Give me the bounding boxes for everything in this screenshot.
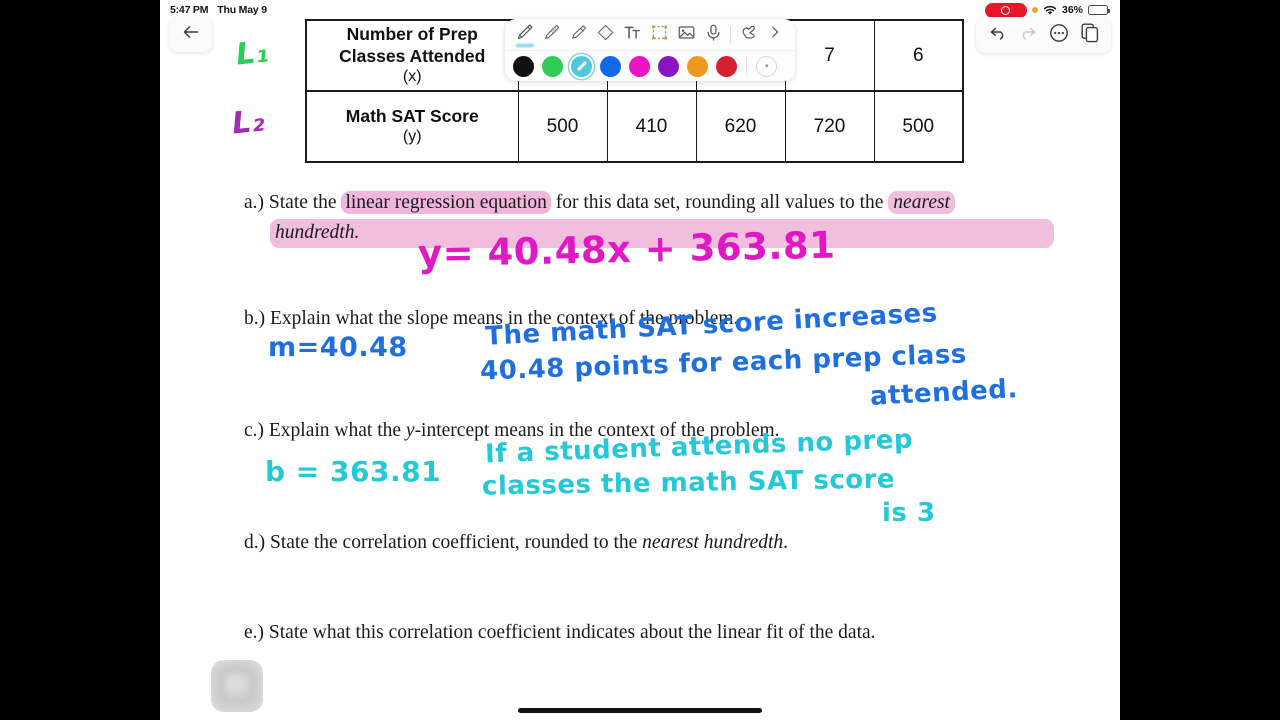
color-magenta[interactable] (629, 55, 650, 77)
audio-record-tool[interactable] (700, 22, 726, 48)
more-options-button[interactable] (1045, 21, 1073, 49)
copy-pages-icon (1081, 23, 1100, 48)
eraser-icon (595, 22, 616, 48)
chevron-right-icon (768, 24, 782, 45)
highlight-linear-regression-equation: linear regression equation (341, 191, 551, 214)
highlight-hundredth: hundredth. (270, 219, 1054, 248)
question-c: c.) Explain what the y-intercept means i… (244, 418, 780, 444)
pencil-icon (541, 22, 562, 48)
eraser-tool[interactable] (593, 22, 619, 48)
expand-toolbar-button[interactable] (762, 22, 788, 48)
color-blue[interactable] (600, 55, 621, 77)
row-variable-x: (x) (402, 68, 422, 86)
highlighter-tool[interactable] (566, 22, 592, 48)
question-c-variable: y (405, 420, 415, 441)
handwritten-list1-label: L₁ (234, 34, 271, 73)
recording-indicator-icon[interactable] (984, 2, 1027, 18)
cell-y-2: 410 (606, 90, 697, 163)
question-c-suffix: -intercept means in the context of the p… (414, 420, 780, 441)
table-row-label-y: Math SAT Score (y) (305, 90, 519, 163)
back-button[interactable] (170, 17, 212, 52)
status-bar-right-cluster: 36% (984, 2, 1110, 18)
question-a-middle: for this data set, rounding all values t… (550, 192, 889, 213)
status-bar-date: Thu May 9 (217, 4, 267, 16)
handwritten-intercept-line3: is 3 (882, 498, 936, 528)
row-variable-y: (y) (402, 128, 422, 146)
row-label-line1: Number of Prep (346, 24, 478, 45)
color-purple[interactable] (658, 55, 679, 77)
highlight-nearest: nearest (888, 191, 955, 214)
status-bar-time: 5:47 PM (170, 4, 209, 16)
table-row: Math SAT Score (y) 500 410 620 720 500 (305, 90, 964, 163)
ellipsis-circle-icon (1049, 23, 1069, 48)
pen-toolbar (505, 19, 795, 81)
tablet-page-canvas[interactable]: 5:47 PM Thu May 9 36% (160, 0, 1120, 720)
text-tt-icon (622, 22, 643, 48)
table-row-label-x: Number of Prep Classes Attended (x) (305, 19, 519, 92)
status-bar: 5:47 PM Thu May 9 36% (160, 0, 1120, 20)
palm-rejection-tool[interactable] (735, 22, 761, 48)
duplicate-page-button[interactable] (1076, 21, 1104, 49)
cell-y-1: 500 (517, 90, 608, 163)
toolbar-divider (730, 26, 732, 43)
question-a-prefix: a.) State the (244, 192, 342, 213)
cell-y-4: 720 (784, 90, 875, 163)
battery-icon (1088, 5, 1110, 15)
question-a: a.) State the linear regression equation… (244, 190, 1054, 248)
wifi-icon (1043, 5, 1057, 16)
marquee-select-icon (649, 22, 670, 48)
question-c-prefix: c.) Explain what the (244, 420, 406, 441)
handwritten-slope-line2: 40.48 points for each prep class (479, 339, 968, 387)
battery-percent-label: 36% (1061, 4, 1083, 16)
color-green[interactable] (542, 55, 563, 77)
undo-icon (988, 25, 1007, 46)
minimized-toolbar-thumb[interactable] (211, 660, 263, 712)
color-row-divider (746, 57, 747, 75)
highlighter-icon (568, 22, 589, 48)
cell-y-5: 500 (873, 90, 964, 163)
pen-tool[interactable] (512, 22, 538, 48)
cell-x-5: 6 (873, 19, 964, 92)
row-label-line2: Classes Attended (339, 45, 486, 66)
handwritten-list2-label: L₂ (230, 103, 267, 142)
top-right-toolbar (976, 17, 1111, 53)
redo-button[interactable] (1014, 21, 1042, 49)
pencil-tool[interactable] (539, 22, 565, 48)
cell-y-3: 620 (695, 90, 786, 163)
handwritten-slope-line3: attended. (869, 374, 1019, 412)
handwritten-intercept-value: b = 363.81 (265, 455, 442, 488)
pen-toolbar-tool-row (505, 19, 795, 50)
text-tool[interactable] (620, 22, 646, 48)
undo-button[interactable] (983, 21, 1011, 49)
back-arrow-icon (182, 24, 200, 45)
insert-image-tool[interactable] (673, 22, 699, 48)
microphone-icon (703, 22, 724, 48)
color-cyan[interactable] (571, 55, 592, 77)
handwritten-slope-value: m=40.48 (268, 332, 408, 363)
redo-icon (1019, 25, 1038, 46)
hand-icon (738, 22, 759, 48)
color-red[interactable] (716, 55, 737, 77)
pen-icon (514, 22, 535, 48)
selection-tool[interactable] (647, 22, 673, 48)
row-label-line1: Math SAT Score (345, 106, 479, 127)
question-e: e.) State what this correlation coeffici… (244, 622, 876, 643)
question-b: b.) Explain what the slope means in the … (244, 308, 739, 329)
privacy-orange-dot-icon (1031, 7, 1038, 13)
stroke-size-dial[interactable] (756, 55, 777, 77)
question-d-prefix: d.) State the correlation coefficient, r… (244, 532, 643, 553)
cell-x-4: 7 (784, 19, 875, 92)
question-d-emphasis: nearest hundredth (642, 532, 784, 553)
color-black[interactable] (513, 55, 534, 77)
color-orange[interactable] (687, 55, 708, 77)
image-icon (676, 22, 697, 48)
question-d: d.) State the correlation coefficient, r… (244, 530, 788, 556)
handwritten-intercept-line2: classes the math SAT score (481, 464, 896, 502)
pen-toolbar-color-row (505, 50, 795, 81)
question-d-suffix: . (783, 532, 789, 553)
home-indicator[interactable] (518, 708, 762, 713)
